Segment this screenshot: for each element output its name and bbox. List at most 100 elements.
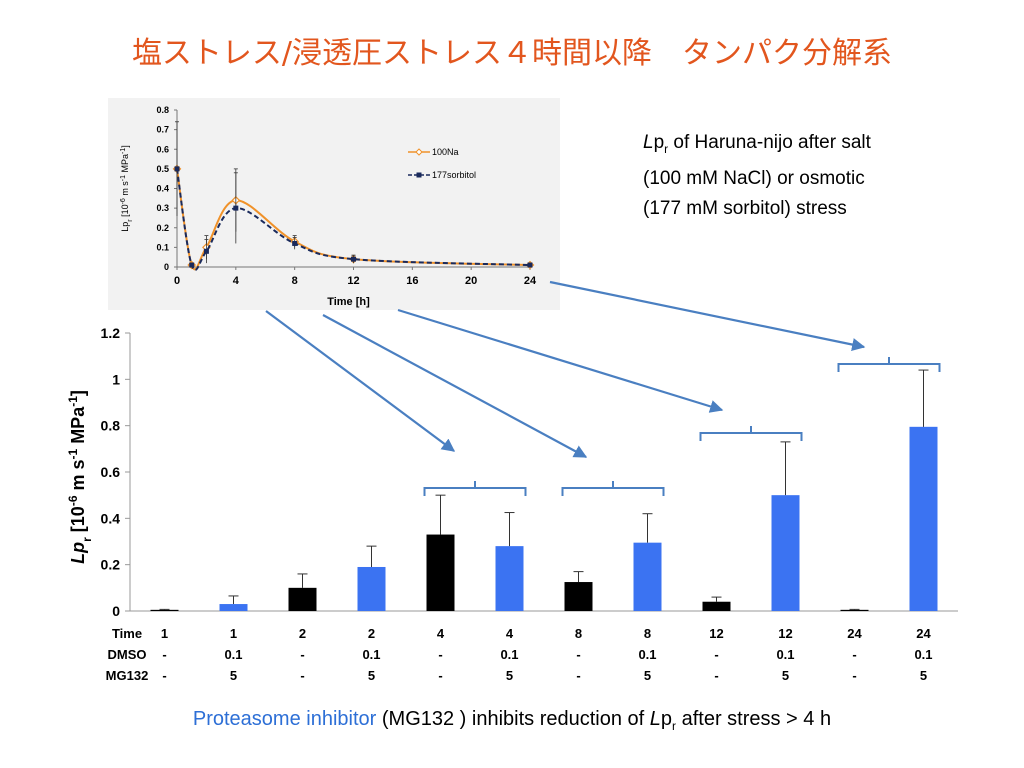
inset-point-sorbitol xyxy=(189,262,195,268)
row-value: - xyxy=(714,668,718,683)
inset-point-sorbitol xyxy=(203,248,209,254)
inset-y-label-exp1: -6 xyxy=(120,198,127,204)
main-y-tick-label: 0.6 xyxy=(101,464,121,480)
inset-x-axis-label: Time [h] xyxy=(327,296,370,308)
inset-point-sorbitol xyxy=(174,166,180,172)
row-value: 2 xyxy=(368,626,375,641)
inset-line-chart: 0 0.1 0.2 0.3 0.4 0.5 0.6 0.7 0.8 0 4 8 12 16 20 24 Time… xyxy=(120,105,537,308)
row-value: 4 xyxy=(437,626,445,641)
bar-inhibitor xyxy=(909,426,938,611)
inset-chart-panel xyxy=(108,98,560,310)
bar-inhibitor xyxy=(357,566,386,611)
row-value: 5 xyxy=(782,668,789,683)
row-value: 2 xyxy=(299,626,306,641)
inset-y-tick-label: 0.4 xyxy=(156,184,169,194)
inset-y-label-end: ] xyxy=(120,145,130,148)
main-y-tick-label: 0.8 xyxy=(101,418,121,434)
bar-control xyxy=(564,582,593,611)
row-value: 0.1 xyxy=(362,647,380,662)
inset-x-tick-label: 0 xyxy=(174,275,180,287)
inset-point-sorbitol xyxy=(292,240,298,246)
inset-y-label-mid: m s xyxy=(120,181,130,198)
row-value: 12 xyxy=(778,626,792,641)
row-value: 0.1 xyxy=(638,647,656,662)
comparison-bracket xyxy=(561,481,665,496)
row-value: - xyxy=(576,668,580,683)
row-label: Time xyxy=(112,626,142,641)
row-value: 1 xyxy=(161,626,168,641)
footer-symbol: L xyxy=(649,708,661,730)
desc-line1: of Haruna-nijo after salt xyxy=(668,132,871,153)
footer-highlight: Proteasome inhibitor xyxy=(192,708,377,730)
row-value: 24 xyxy=(916,626,931,641)
row-value: 1 xyxy=(230,626,237,641)
inset-y-tick-label: 0.8 xyxy=(156,105,169,115)
desc-line3: (177 mM sorbitol) stress xyxy=(643,197,847,219)
inset-point-sorbitol xyxy=(527,262,533,268)
row-value: - xyxy=(576,647,580,662)
row-value: 8 xyxy=(644,626,651,641)
inset-y-tick-label: 0.1 xyxy=(156,242,169,252)
bar-control xyxy=(426,534,455,611)
main-y-tick-label: 1 xyxy=(112,371,120,387)
legend-sorbitol-marker xyxy=(416,172,422,178)
inset-y-tick-label: 0.2 xyxy=(156,223,169,233)
bar-inhibitor xyxy=(219,604,248,611)
main-y-label-main: Lp xyxy=(68,542,88,564)
main-y-axis-label: Lpr [10-6 m s-1 MPa-1] xyxy=(66,390,94,564)
desc-symbol-rest: p xyxy=(653,132,665,153)
inset-x-tick-label: 20 xyxy=(465,275,477,287)
desc-symbol: L xyxy=(643,132,654,153)
inset-x-tick-label: 24 xyxy=(524,275,537,287)
desc-symbol-sub: r xyxy=(664,141,669,156)
legend-nacl-marker xyxy=(415,148,423,156)
main-y-tick-label: 0.4 xyxy=(101,510,121,526)
inset-y-label-rest: [10 xyxy=(120,204,130,219)
row-value: - xyxy=(300,668,304,683)
bar-inhibitor xyxy=(633,542,662,611)
main-y-label-mid2: MPa xyxy=(68,406,88,449)
inset-y-tick-label: 0 xyxy=(164,262,169,272)
row-value: - xyxy=(438,647,442,662)
row-label: MG132 xyxy=(106,668,149,683)
row-value: 0.1 xyxy=(224,647,242,662)
bar-control xyxy=(702,601,731,611)
footer-mid: (MG132 ) inhibits reduction of xyxy=(376,708,650,730)
row-label: DMSO xyxy=(108,647,147,662)
main-y-label-sub: r xyxy=(80,537,94,542)
footer-end: after stress > 4 h xyxy=(676,708,832,730)
row-value: 0.1 xyxy=(914,647,932,662)
footer-caption: Proteasome inhibitor (MG132 ) inhibits r… xyxy=(0,708,1024,733)
row-value: 0.1 xyxy=(500,647,518,662)
inset-y-label-exp3: -1 xyxy=(120,148,127,154)
inset-x-tick-label: 12 xyxy=(347,275,359,287)
row-value: - xyxy=(300,647,304,662)
main-y-label-exp2: -1 xyxy=(66,448,80,459)
row-value: 5 xyxy=(368,668,375,683)
inset-point-sorbitol xyxy=(351,256,356,262)
inset-y-tick-label: 0.5 xyxy=(156,164,169,174)
inset-y-label-main: Lp xyxy=(120,222,130,232)
inset-y-tick-label: 0.6 xyxy=(156,144,169,154)
main-y-label-exp1: -6 xyxy=(66,495,80,506)
legend-sorbitol-label: 177sorbitol xyxy=(432,170,476,180)
comparison-bracket xyxy=(837,357,941,372)
description-text: Lpr of Haruna-nijo after salt (100 mM Na… xyxy=(643,128,983,224)
desc-line2: (100 mM NaCl) or osmotic xyxy=(643,167,865,189)
row-value: 24 xyxy=(847,626,862,641)
inset-y-axis-label: Lpr [10-6 m s-1 MPa-1] xyxy=(120,145,134,232)
pointer-arrow xyxy=(549,280,866,352)
bar-control xyxy=(288,587,317,611)
bar-inhibitor xyxy=(495,546,524,611)
legend-nacl-label: 100Na xyxy=(432,147,459,157)
row-value: 5 xyxy=(644,668,651,683)
row-value: - xyxy=(852,647,856,662)
footer-symbol-rest: p xyxy=(660,708,673,730)
pointer-arrow xyxy=(265,310,456,452)
inset-y-tick-label: 0.7 xyxy=(156,125,169,135)
footer-symbol-sub: r xyxy=(672,719,677,733)
comparison-bracket xyxy=(423,481,527,496)
inset-y-tick-label: 0.3 xyxy=(156,203,169,213)
row-value: - xyxy=(162,668,166,683)
